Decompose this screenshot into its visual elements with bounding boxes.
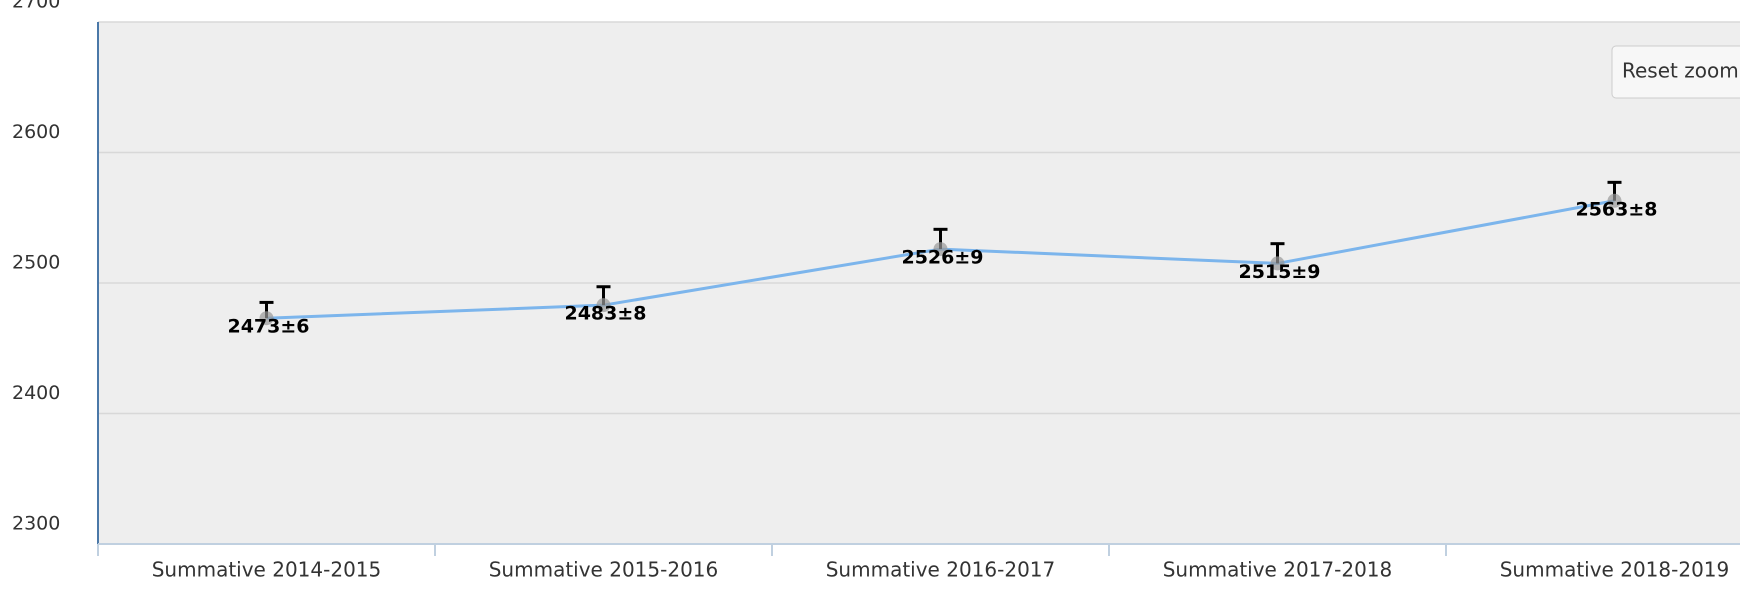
value-label: 2483±8: [564, 303, 646, 325]
value-label: 2473±6: [227, 316, 309, 338]
y-tick-label: 2500: [12, 252, 60, 274]
x-tick-label: Summative 2016-2017: [826, 558, 1056, 582]
button-label[interactable]: Reset zoom: [1622, 59, 1739, 83]
y-tick-label: 2400: [12, 382, 60, 404]
x-tick-label: Summative 2014-2015: [152, 558, 382, 582]
reset-zoom-button[interactable]: Reset zoom: [1611, 45, 1740, 99]
y-tick-label: 2300: [12, 513, 60, 535]
value-label: 2563±8: [1575, 198, 1657, 220]
point: [933, 242, 948, 257]
value-label: 2515±9: [1238, 261, 1320, 283]
point: [1270, 256, 1285, 271]
y-tick-label: 2600: [12, 121, 60, 143]
point: [596, 298, 611, 313]
value-label: 2526±9: [901, 247, 983, 269]
point: [1607, 193, 1622, 208]
point: [259, 311, 274, 326]
y-tick-label: 2700: [12, 0, 60, 13]
x-tick-label: Summative 2015-2016: [489, 558, 719, 582]
x-tick-label: Summative 2017-2018: [1163, 558, 1393, 582]
x-tick-label: Summative 2018-2019: [1500, 558, 1730, 582]
button-frame[interactable]: [1611, 45, 1740, 99]
